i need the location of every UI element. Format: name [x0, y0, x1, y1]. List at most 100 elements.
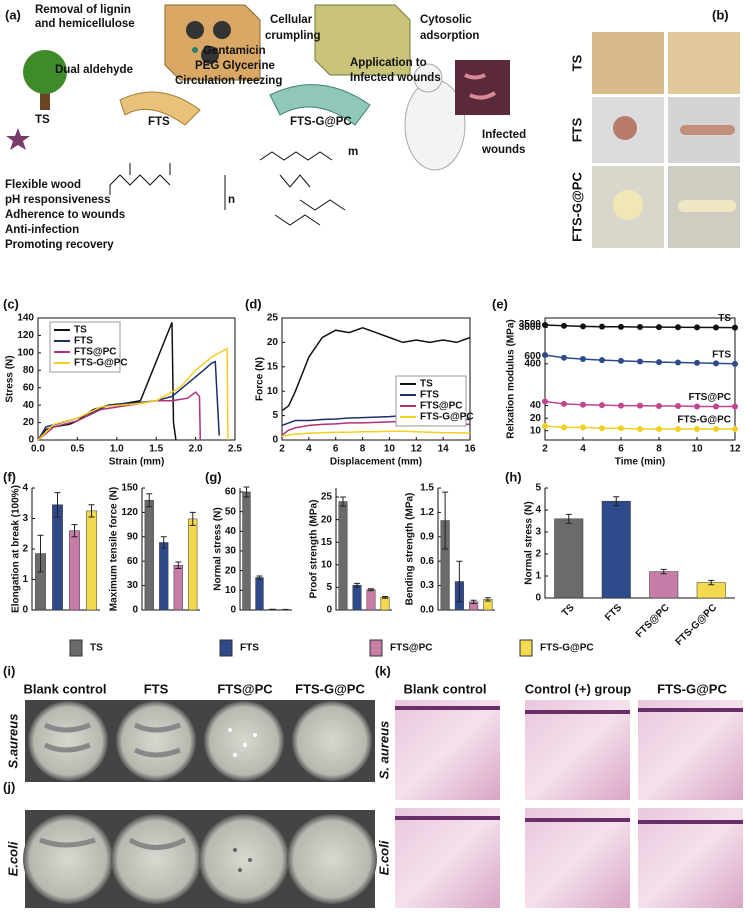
legend-label: TS: [74, 325, 87, 336]
bar: [338, 501, 348, 611]
y-tick-label: 4: [22, 483, 28, 494]
y-axis-label: Elongation at break (100%): [11, 485, 22, 613]
error-bar: [708, 579, 715, 586]
x-tick-label: 2: [279, 444, 285, 455]
annotation: Circulation freezing: [175, 75, 282, 87]
error-bar: [146, 493, 153, 508]
y-tick-label: 2: [535, 549, 541, 560]
column-header: FTS-G@PC: [657, 681, 727, 696]
annotation: Application to: [350, 57, 427, 69]
bar: [159, 542, 169, 611]
row-label: TS: [569, 54, 584, 71]
y-tick-label: 60: [23, 382, 35, 393]
marker: [561, 322, 567, 329]
y-tick-label: 400: [524, 358, 541, 369]
y-tick-label: 3500: [519, 319, 542, 330]
y-axis-label: Relxation modulus (MPa): [506, 319, 517, 438]
marker: [694, 426, 700, 433]
y-axis-label: Force (N): [255, 357, 266, 401]
line: [281, 327, 471, 412]
bar: [69, 530, 80, 611]
error-bar: [175, 561, 182, 570]
x-tick-label: FTS-G@PC: [674, 602, 720, 648]
marker: [637, 324, 643, 331]
x-tick-label: FTS: [603, 602, 624, 623]
marker: [637, 358, 643, 365]
error-bar: [484, 597, 491, 602]
y-tick-label: 10: [530, 425, 542, 436]
annotation: Removal of lignin: [35, 4, 131, 16]
line: [37, 391, 202, 441]
x-tick-label: 16: [464, 444, 476, 455]
marker: [732, 426, 738, 433]
feature: Anti-infection: [5, 224, 79, 236]
plot-frame: [544, 317, 736, 441]
y-tick-label: 10: [321, 559, 333, 570]
column-header: Blank control: [403, 681, 486, 696]
legend-label: FTS@PC: [420, 401, 463, 412]
annotation: Cellular: [270, 14, 313, 26]
bar: [242, 491, 251, 611]
y-tick-label: 2: [22, 544, 28, 555]
legend-label: FTS: [420, 390, 439, 401]
legend-label: TS: [718, 313, 731, 324]
y-tick-label: 25: [321, 492, 333, 503]
y-tick-label: 0.3: [420, 580, 434, 591]
legend-swatch: [369, 639, 383, 657]
y-tick-label: 0.6: [420, 556, 434, 567]
legend-label: TS: [90, 643, 103, 654]
x-tick-label: 0.0: [31, 444, 45, 455]
error-bar: [382, 595, 388, 599]
error-bar: [340, 496, 346, 507]
column-header: Control (+) group: [525, 681, 632, 696]
line: [281, 430, 471, 437]
error-bar: [456, 560, 463, 603]
marker: [561, 400, 567, 407]
y-axis-label: Normal stress (N): [524, 501, 535, 584]
marker: [732, 360, 738, 367]
bar: [380, 597, 390, 611]
row-label: E.coli: [376, 840, 391, 875]
annotation: wounds: [481, 144, 525, 156]
x-tick-label: 8: [360, 444, 366, 455]
y-axis-label: Normal stress (N): [213, 507, 224, 590]
plot-frame: [37, 317, 236, 441]
y-tick-label: 0: [272, 435, 278, 446]
line: [37, 347, 229, 441]
y-tick-label: 20: [267, 337, 279, 348]
y-tick-label: 1.5: [420, 483, 434, 494]
error-bar: [160, 536, 167, 549]
marker: [599, 323, 605, 330]
annotation: Infected: [482, 129, 526, 141]
x-tick-label: 12: [411, 444, 423, 455]
marker: [675, 426, 681, 433]
legend-label: FTS-G@PC: [420, 412, 474, 423]
y-tick-label: 120: [121, 507, 138, 518]
y-tick-label: 0: [22, 605, 28, 616]
row-label: S. aureus: [376, 721, 391, 780]
y-tick-label: 20: [23, 417, 35, 428]
bar: [366, 589, 376, 611]
legend-label: FTS-G@PC: [74, 358, 128, 369]
marker: [656, 426, 662, 433]
marker: [561, 424, 567, 431]
legend-label: FTS@PC: [74, 347, 117, 358]
panel-label: (g): [205, 469, 222, 484]
annotation: Cytosolic: [420, 14, 472, 26]
y-axis-label: Bending strength (MPa): [405, 493, 416, 606]
annotation: Dual aldehyde: [55, 64, 133, 76]
annotation: PEG Glycerine: [195, 60, 275, 72]
feature: pH responsiveness: [5, 194, 110, 206]
y-tick-label: 20: [225, 565, 237, 576]
y-tick-label: 0.9: [420, 531, 434, 542]
y-tick-label: 4: [535, 505, 541, 516]
y-tick-label: 15: [321, 537, 333, 548]
panel-label: (j): [3, 779, 15, 794]
y-tick-label: 10: [267, 386, 279, 397]
x-tick-label: 0.5: [70, 444, 84, 455]
y-tick-label: 80: [23, 365, 35, 376]
error-bar: [88, 504, 95, 518]
y-tick-label: 5: [326, 582, 332, 593]
x-tick-label: 14: [438, 444, 450, 455]
error-bar: [565, 513, 572, 524]
